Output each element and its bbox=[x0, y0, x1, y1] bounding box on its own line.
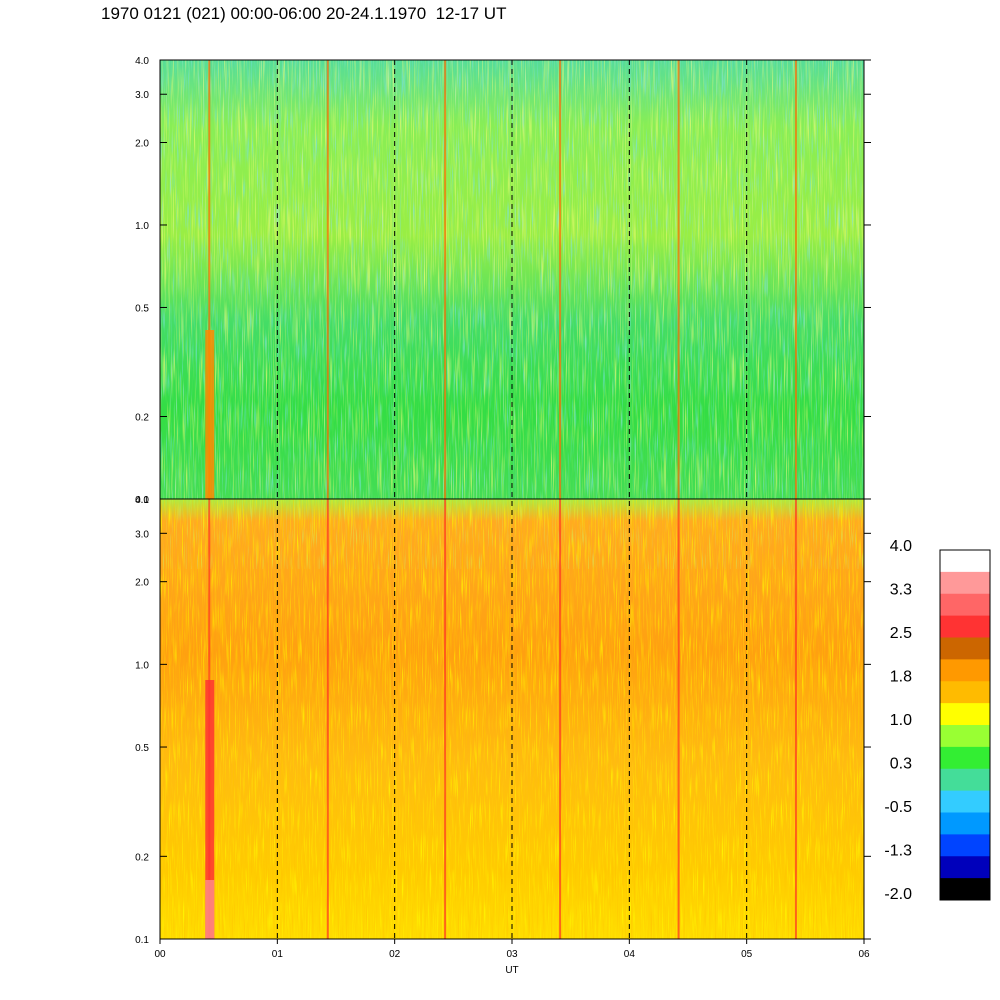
x-axis: 00 01 02 03 04 05 06 bbox=[154, 939, 870, 960]
x-tick-label: 01 bbox=[272, 949, 284, 960]
bottom-stripe bbox=[326, 499, 329, 939]
bottom-stripe bbox=[677, 499, 680, 939]
colorbar-swatch bbox=[940, 746, 990, 770]
colorbar-swatch bbox=[940, 703, 990, 726]
colorbar-swatch bbox=[940, 725, 990, 748]
y-tick-label: 0.5 bbox=[135, 743, 149, 754]
colorbar-swatch bbox=[940, 878, 990, 901]
x-tick-label: 04 bbox=[624, 949, 636, 960]
colorbar-swatch bbox=[940, 571, 990, 595]
colorbar-swatch bbox=[940, 550, 990, 573]
colorbar-label: 1.0 bbox=[890, 712, 912, 729]
y-tick-label: 0.5 bbox=[135, 303, 149, 314]
x-tick-label: 00 bbox=[154, 949, 166, 960]
x-tick-label: 03 bbox=[506, 949, 518, 960]
time-markers bbox=[276, 60, 748, 939]
chart-title: 1970 0121 (021) 00:00-06:00 20-24.1.1970… bbox=[101, 4, 507, 23]
y-tick-label: 2.0 bbox=[135, 138, 149, 149]
y-tick-label: 1.0 bbox=[135, 221, 149, 232]
bottom-stripe bbox=[559, 499, 562, 939]
colorbar-swatch bbox=[940, 637, 990, 660]
colorbar-swatch bbox=[940, 615, 990, 638]
top-panel-stripes bbox=[205, 60, 797, 499]
colorbar-label: -2.0 bbox=[884, 886, 912, 903]
y-axes: 0.10.20.51.02.03.04.00.10.20.51.02.03.04… bbox=[135, 56, 871, 946]
colorbar-label: 3.3 bbox=[890, 582, 912, 599]
y-tick-label: 0.2 bbox=[135, 852, 149, 863]
colorbar-swatch bbox=[940, 681, 990, 704]
colorbar-label: 2.5 bbox=[890, 625, 912, 642]
bottom-stripe bbox=[794, 499, 797, 939]
x-axis-label: UT bbox=[505, 965, 518, 976]
top-stripe bbox=[794, 60, 797, 499]
y-tick-label: 0.1 bbox=[135, 495, 149, 506]
colorbar-label: -0.5 bbox=[884, 799, 912, 816]
colorbar-swatch bbox=[940, 659, 990, 682]
bottom-panel-stripes bbox=[205, 499, 797, 939]
y-tick-label: 4.0 bbox=[135, 495, 149, 506]
bottom-burst bbox=[205, 680, 215, 939]
colorbar-label: 1.8 bbox=[890, 669, 912, 686]
top-stripe bbox=[326, 60, 329, 499]
y-tick-label: 4.0 bbox=[135, 56, 149, 67]
y-tick-label: 3.0 bbox=[135, 529, 149, 540]
top-stripe bbox=[559, 60, 562, 499]
y-tick-label: 1.0 bbox=[135, 660, 149, 671]
colorbar-swatch bbox=[940, 768, 990, 792]
top-stripe bbox=[677, 60, 680, 499]
colorbar-label: -1.3 bbox=[884, 843, 912, 860]
y-tick-label: 3.0 bbox=[135, 90, 149, 101]
colorbar: 4.0 3.3 2.5 1.8 1.0 0.3 -0.5 -1.3 -2.0 bbox=[884, 538, 991, 903]
top-burst bbox=[205, 330, 215, 499]
colorbar-label: 4.0 bbox=[890, 538, 912, 555]
bottom-burst-peak bbox=[205, 880, 215, 939]
top-stripe bbox=[444, 60, 447, 499]
x-tick-label: 05 bbox=[741, 949, 753, 960]
y-tick-label: 0.1 bbox=[135, 935, 149, 946]
colorbar-swatch bbox=[940, 856, 990, 879]
colorbar-swatch bbox=[940, 834, 990, 857]
y-tick-label: 2.0 bbox=[135, 578, 149, 589]
x-tick-label: 02 bbox=[389, 949, 401, 960]
top-stripe bbox=[208, 60, 211, 499]
bottom-stripe bbox=[444, 499, 447, 939]
colorbar-swatch bbox=[940, 790, 990, 813]
x-tick-label: 06 bbox=[858, 949, 870, 960]
colorbar-label: 0.3 bbox=[890, 756, 912, 773]
y-tick-label: 0.2 bbox=[135, 413, 149, 424]
colorbar-frame bbox=[939, 549, 991, 901]
colorbar-swatch bbox=[940, 812, 990, 835]
colorbar-swatch bbox=[940, 593, 990, 617]
